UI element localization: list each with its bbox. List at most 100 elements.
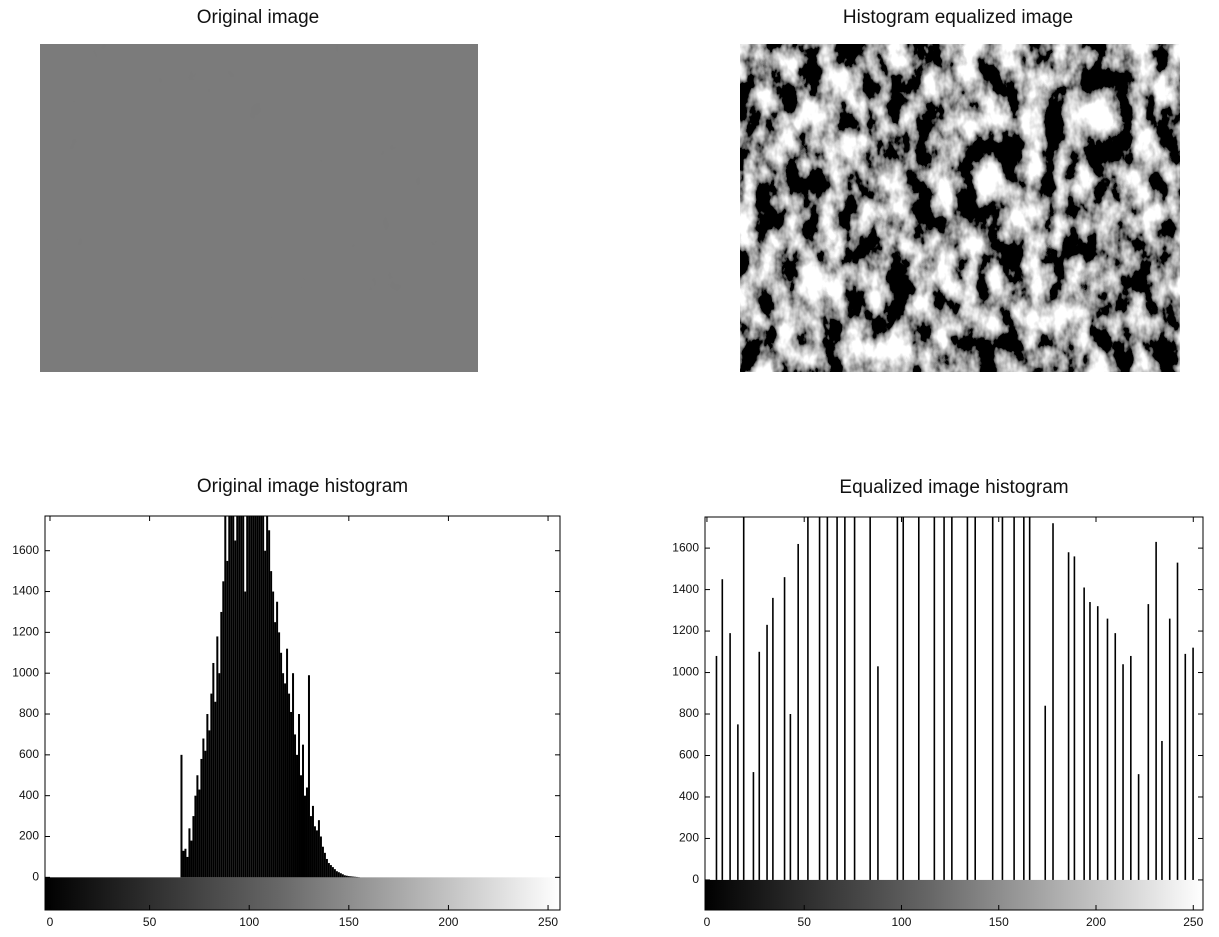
bar bbox=[797, 544, 799, 880]
y-tick-label: 1400 bbox=[672, 582, 699, 596]
bar bbox=[334, 869, 336, 877]
bar bbox=[254, 516, 256, 877]
bar bbox=[226, 561, 228, 877]
bar bbox=[1044, 706, 1046, 880]
bar bbox=[188, 828, 190, 877]
bar bbox=[296, 755, 298, 877]
bar bbox=[264, 551, 266, 878]
bar bbox=[260, 516, 262, 877]
bar bbox=[192, 816, 194, 877]
bar bbox=[242, 516, 244, 877]
x-tick-label: 0 bbox=[704, 915, 711, 929]
bar bbox=[276, 602, 278, 878]
bar bbox=[1169, 619, 1171, 880]
x-tick-label: 100 bbox=[891, 915, 911, 929]
bar bbox=[240, 516, 242, 877]
bar bbox=[244, 592, 246, 878]
bar bbox=[772, 598, 774, 880]
bar bbox=[1052, 523, 1054, 880]
x-tick-label: 150 bbox=[989, 915, 1009, 929]
bar bbox=[737, 724, 739, 880]
bar bbox=[298, 714, 300, 877]
x-tick-label: 150 bbox=[339, 915, 359, 929]
bar bbox=[951, 517, 953, 880]
chart-title: Equalized image histogram bbox=[839, 477, 1068, 498]
bar bbox=[284, 683, 286, 877]
y-tick-label: 1000 bbox=[672, 665, 699, 679]
bar bbox=[210, 694, 212, 878]
bar bbox=[194, 796, 196, 878]
x-tick-label: 0 bbox=[47, 915, 54, 929]
bar bbox=[1002, 517, 1004, 880]
bar bbox=[332, 867, 334, 877]
bar bbox=[902, 517, 904, 880]
bar bbox=[346, 876, 348, 878]
y-tick-label: 800 bbox=[679, 706, 699, 720]
bar bbox=[967, 517, 969, 880]
bar bbox=[180, 755, 182, 877]
bar bbox=[934, 517, 936, 880]
bar bbox=[186, 857, 188, 877]
bar bbox=[844, 517, 846, 880]
bar bbox=[336, 871, 338, 877]
bar bbox=[182, 851, 184, 878]
bar bbox=[206, 714, 208, 877]
bar bbox=[250, 516, 252, 877]
bar bbox=[827, 517, 829, 880]
bar bbox=[220, 612, 222, 877]
bar bbox=[232, 516, 234, 877]
y-tick-label: 1200 bbox=[12, 625, 39, 639]
bar bbox=[312, 806, 314, 877]
y-tick-label: 0 bbox=[692, 872, 699, 886]
bar bbox=[322, 847, 324, 878]
bar bbox=[318, 820, 320, 877]
bar bbox=[1138, 774, 1140, 880]
bar bbox=[1097, 606, 1099, 880]
bar bbox=[344, 875, 346, 877]
bar bbox=[338, 872, 340, 877]
bar bbox=[729, 633, 731, 880]
bar bbox=[1130, 656, 1132, 880]
bar bbox=[228, 516, 230, 877]
bar bbox=[294, 734, 296, 877]
y-tick-label: 800 bbox=[19, 706, 39, 720]
bars bbox=[716, 517, 1194, 880]
bar bbox=[352, 877, 354, 878]
bar bbox=[918, 517, 920, 880]
x-tick-label: 200 bbox=[438, 915, 458, 929]
bar bbox=[184, 849, 186, 878]
image-title: Histogram equalized image bbox=[843, 7, 1073, 28]
bar bbox=[278, 632, 280, 877]
x-tick-label: 200 bbox=[1086, 915, 1106, 929]
bar bbox=[302, 745, 304, 878]
bar bbox=[943, 517, 945, 880]
bar bbox=[324, 853, 326, 877]
bar bbox=[272, 592, 274, 878]
bar bbox=[784, 577, 786, 880]
bar bbox=[1155, 542, 1157, 880]
bar bbox=[202, 739, 204, 878]
bar bbox=[766, 625, 768, 880]
y-tick-label: 1600 bbox=[672, 540, 699, 554]
bar bbox=[290, 712, 292, 877]
bar bbox=[270, 571, 272, 877]
bar bbox=[340, 873, 342, 877]
bar bbox=[974, 517, 976, 880]
x-tick-label: 250 bbox=[538, 915, 558, 929]
bar bbox=[328, 863, 330, 877]
bar bbox=[743, 517, 745, 880]
axes-frame bbox=[705, 517, 1203, 910]
bar bbox=[222, 581, 224, 877]
bar bbox=[256, 516, 258, 877]
bar bbox=[854, 517, 856, 880]
bar bbox=[1114, 633, 1116, 880]
bar bbox=[807, 517, 809, 880]
gray-scale-bar bbox=[45, 877, 560, 910]
bar bbox=[877, 666, 879, 880]
bars bbox=[180, 516, 359, 877]
y-tick-label: 200 bbox=[679, 831, 699, 845]
bar bbox=[1148, 604, 1150, 880]
bar bbox=[218, 673, 220, 877]
bar bbox=[198, 790, 200, 878]
bar bbox=[342, 874, 344, 877]
